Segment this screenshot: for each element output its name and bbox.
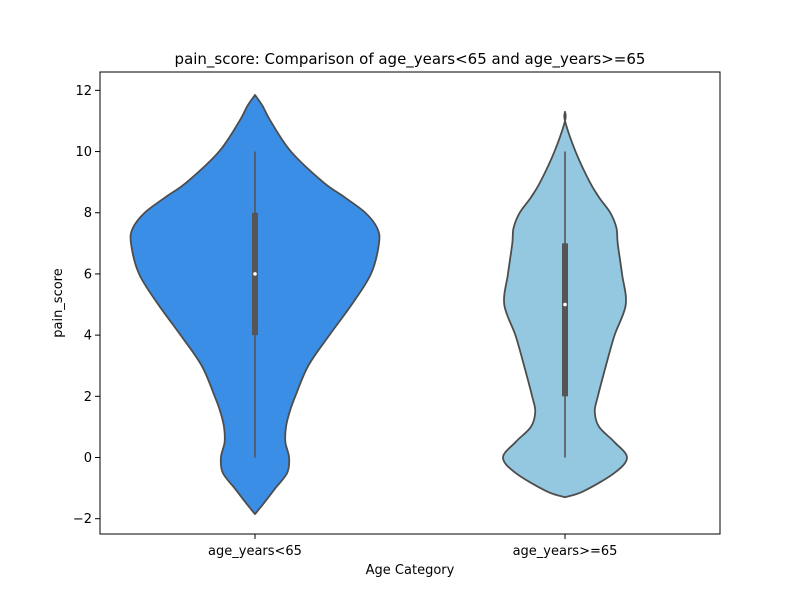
x-tick-label: age_years<65 [208, 544, 302, 559]
plot-frame [99, 71, 721, 535]
y-tick-label: 4 [84, 329, 92, 344]
y-tick-label: 12 [75, 84, 92, 99]
violin-iqr-box [562, 243, 568, 397]
y-tick-label: 8 [84, 206, 92, 221]
y-tick-label: 2 [84, 390, 92, 405]
y-tick-label: −2 [73, 512, 92, 527]
violin-median-dot [253, 272, 257, 276]
x-axis-label: Age Category [366, 563, 455, 578]
y-tick-label: 6 [84, 267, 92, 282]
violins-layer [129, 94, 628, 516]
x-axis: age_years<65 age_years>=65 [208, 534, 617, 559]
y-tick-label: 10 [75, 145, 92, 160]
violin-median-dot [563, 302, 567, 307]
chart-title: pain_score: Comparison of age_years<65 a… [175, 50, 646, 69]
x-tick-label: age_years>=65 [513, 544, 618, 559]
y-axis-label: pain_score [51, 268, 66, 338]
y-axis: −2 0 2 4 6 8 10 12 [73, 84, 100, 527]
y-tick-label: 0 [84, 451, 92, 466]
